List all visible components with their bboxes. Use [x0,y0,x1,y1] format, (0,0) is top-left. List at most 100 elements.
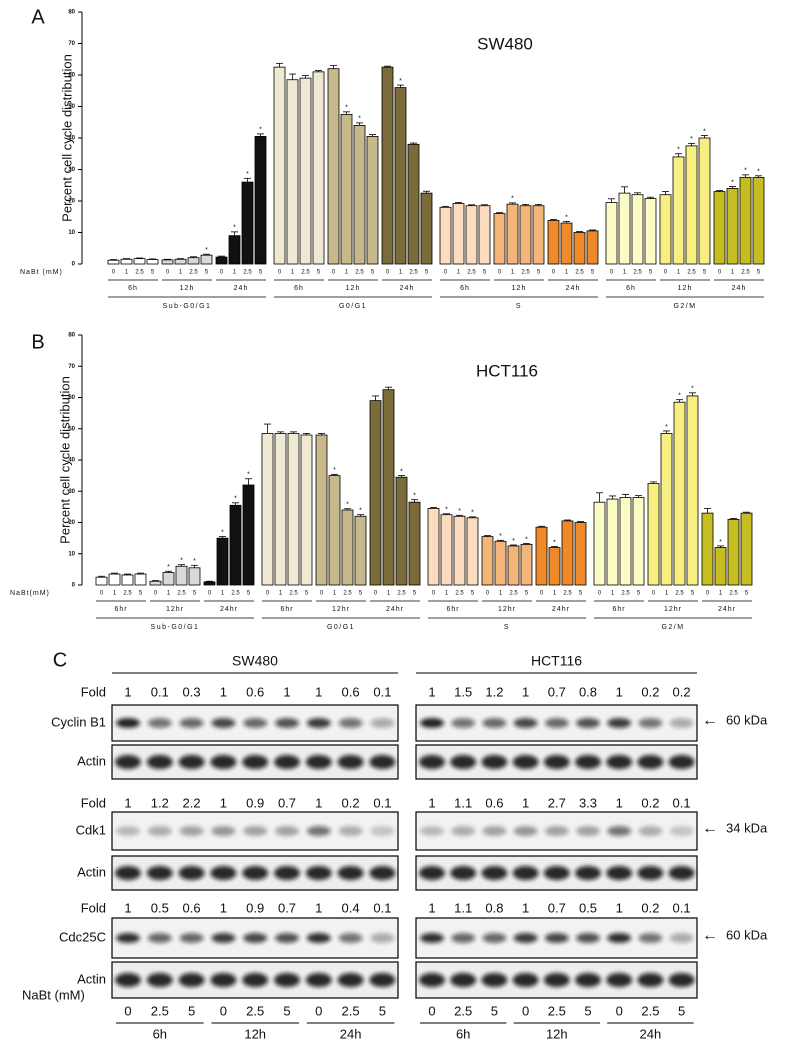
protein-label: Cyclin B1 [51,714,106,729]
dose-label: 1 [499,591,503,597]
bar [286,79,299,265]
actin-band [305,973,332,987]
significance-mark: * [333,467,336,474]
fold-value: 0.2 [673,684,691,699]
bar [605,202,618,265]
bar [274,433,287,586]
protein-band [669,718,694,728]
actin-band [115,866,141,880]
fold-value: 1 [220,900,227,915]
actin-band [210,755,237,769]
dose-label: 2.5 [729,591,738,597]
fold-value: 0.8 [485,900,503,915]
dose-label: 0 [278,270,282,276]
dose-label: 0 [486,591,490,597]
bar [493,213,506,265]
fold-value: 1.1 [454,795,472,810]
bar [532,205,545,265]
bar [394,87,407,265]
dose-label: 5 [745,591,749,597]
dose-label: 0 [498,270,502,276]
bar [453,515,466,586]
significance-mark: * [511,196,514,203]
dose-label: 0 [332,270,336,276]
bar [203,581,216,586]
dose-label: 5 [525,591,529,597]
significance-mark: * [400,468,403,475]
time-label: 12h [512,285,527,292]
fold-value: 0.1 [151,684,169,699]
dose-label: 2.5 [343,591,352,597]
bar [535,526,548,586]
protein-band [275,718,299,728]
dose-label: 0 [166,270,170,276]
dose-label: 5 [471,591,475,597]
protein-band [638,718,663,728]
actin-band [606,866,633,880]
dose-label: 2.5 [342,1003,360,1018]
actin-band [668,755,695,769]
protein-band [513,826,538,836]
fold-value: 1 [428,795,435,810]
significance-mark: * [677,147,680,154]
significance-mark: * [358,116,361,123]
dose-label: 1 [179,270,183,276]
fold-value: 0.1 [673,900,691,915]
fold-value: 1 [616,795,623,810]
fold-value: 1 [124,900,131,915]
dose-label: 2.5 [189,270,198,276]
bar [427,508,440,586]
dose-label: 5 [649,270,653,276]
bar [547,220,560,265]
bar [408,501,421,586]
protein-band [607,826,632,836]
protein-band [116,718,140,728]
protein-band [275,826,299,836]
protein-band [513,933,538,943]
bar [420,192,433,265]
dose-label: 1 [565,270,569,276]
fold-value: 0.6 [246,684,264,699]
bar [161,259,174,265]
significance-mark: * [399,78,402,85]
y-tick-label: 40 [68,136,75,142]
dose-label: 0 [432,591,436,597]
actin-band [450,973,477,987]
significance-mark: * [345,105,348,112]
bar [341,509,354,586]
bar [714,547,727,586]
dose-label: 5 [703,270,707,276]
fold-value: 2.7 [548,795,566,810]
significance-mark: * [719,539,722,546]
bar [121,574,134,586]
fold-value: 1 [428,900,435,915]
time-label: 12h [180,285,195,292]
significance-mark: * [703,128,706,135]
significance-mark: * [359,508,362,515]
bar [548,547,561,586]
dose-label: 5 [188,1003,195,1018]
bar [519,205,532,265]
significance-mark: * [690,136,693,143]
bar [593,501,606,586]
dose-label: 0 [616,1003,623,1018]
dose-label: 0 [428,1003,435,1018]
dose-label: 5 [359,591,363,597]
bar [452,203,465,265]
protein-band [116,933,140,943]
dose-label: 1 [167,591,171,597]
bar [381,66,394,265]
y-axis-label: Percent cell cycle distribution [59,54,74,222]
phase-label: Sub-G0/G1 [151,624,200,631]
dose-label: 2.5 [563,591,572,597]
y-tick-label: 80 [68,333,75,339]
protein-band [179,826,204,836]
time-label: 24hr [718,606,736,613]
significance-mark: * [512,538,515,545]
actin-band [543,866,570,880]
loading-label: Actin [77,753,106,768]
actin-band [512,866,539,880]
y-tick-label: 50 [68,426,75,432]
fold-label: Fold [81,684,106,699]
protein-band [179,718,204,728]
